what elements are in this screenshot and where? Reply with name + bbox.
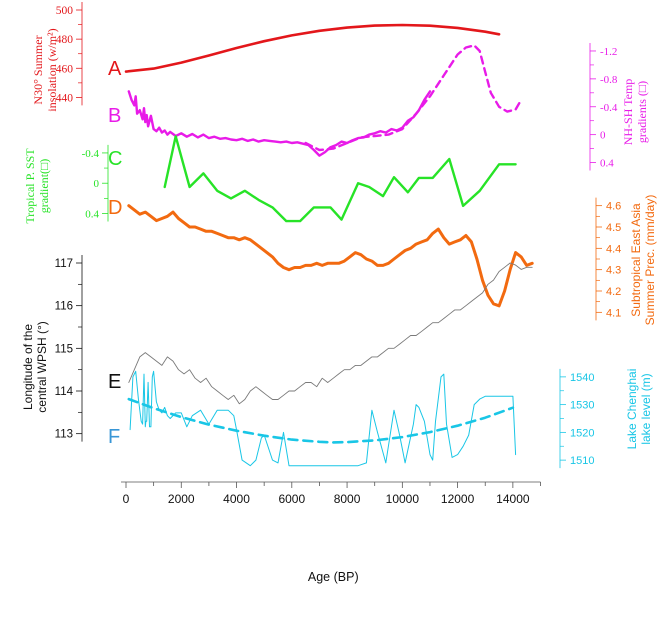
x-tick-label: 4000 [223, 492, 250, 506]
y-tick-label: 113 [55, 429, 73, 441]
y-axis-title-line: Tropical P. SST [23, 148, 37, 224]
y-tick-label: 1510 [570, 455, 594, 467]
series-line-f-solid [129, 370, 517, 467]
panel-letter-c: C [108, 148, 122, 170]
y-tick-label: 4.1 [606, 307, 621, 319]
y-tick-label: -1.2 [600, 46, 617, 58]
y-axis-title-line: N30° Summer [31, 35, 45, 104]
y-tick-label: 500 [56, 5, 74, 17]
y-axis-title-line: NH-SH Temp [621, 79, 635, 146]
y-axis-title-line: Subtropical East Asia [629, 203, 643, 317]
series-line-c-solid [163, 135, 517, 223]
y-tick-label: 1530 [570, 400, 594, 412]
y-tick-label: 0 [600, 130, 606, 142]
y-axis-title-a: N30° Summerinsolation (w/m²) [31, 28, 59, 111]
y-tick-label: 460 [56, 63, 74, 75]
y-tick-label: 1520 [570, 427, 594, 439]
y-tick-label: 4.6 [606, 201, 621, 213]
y-tick-label: -0.4 [600, 102, 618, 114]
y-tick-label: 4.5 [606, 222, 621, 234]
panel-letter-b: B [108, 105, 121, 127]
y-tick-label: 4.4 [606, 243, 621, 255]
y-axis-title-c: Tropical P. SSTgradient(□) [23, 148, 51, 224]
y-tick-label: 115 [55, 343, 73, 355]
y-axis-title-f: Lake Chenghailake level (m) [625, 369, 653, 450]
panel-letter-f: F [108, 426, 120, 448]
panels: 440 460 480 500 N30° Summerinsolation (w/m²)… [21, 2, 657, 469]
y-axis-title-line: central WPSH (°) [35, 321, 49, 412]
series-line-b-dashed [304, 44, 523, 152]
x-tick-label: 0 [123, 492, 130, 506]
y-tick-label: 440 [56, 92, 74, 104]
y-axis-title-e: Longitude of thecentral WPSH (°) [21, 321, 49, 412]
y-tick-label: 0.4 [85, 209, 99, 221]
x-tick-label: 14000 [496, 492, 530, 506]
y-axis-title-line: insolation (w/m²) [45, 28, 59, 111]
y-axis-title-line: gradients (□) [635, 81, 649, 143]
y-tick-label: 114 [55, 386, 74, 398]
panel-f: 1510 1520 1530 1540 Lake Chenghailake level … [108, 369, 653, 469]
y-tick-label: 4.2 [606, 286, 621, 298]
y-tick-label: 0 [94, 178, 100, 190]
x-tick-label: 12000 [441, 492, 475, 506]
panel-letter-e: E [108, 371, 121, 393]
panel-d: 4.1 4.2 4.3 4.4 4.5 4.6 Subtropical East AsiaS… [108, 195, 657, 326]
x-tick-label: 8000 [334, 492, 361, 506]
y-tick-label: -0.8 [600, 74, 618, 86]
y-axis-title-b: NH-SH Tempgradients (□) [621, 79, 649, 146]
panel-letter-a: A [108, 58, 122, 80]
y-tick-label: -0.4 [82, 148, 100, 160]
series-line-b-solid [127, 90, 432, 157]
y-tick-label: 4.3 [606, 265, 621, 277]
y-tick-label: 117 [55, 258, 73, 270]
y-axis-title-d: Subtropical East AsiaSummer Prec. (mm/da… [629, 195, 657, 326]
panel-letter-d: D [108, 197, 122, 219]
y-axis-title-line: Summer Prec. (mm/day) [643, 195, 657, 326]
y-tick-label: 480 [56, 34, 74, 46]
series-line-d-solid [127, 204, 534, 308]
x-tick-label: 10000 [386, 492, 420, 506]
series-line-a-solid [124, 23, 501, 73]
y-tick-label: 1540 [570, 372, 594, 384]
y-axis-title-line: Lake Chenghai [625, 369, 639, 450]
y-axis-title-line: lake level (m) [639, 373, 653, 444]
x-tick-label: 2000 [168, 492, 195, 506]
y-axis-title-line: Longitude of the [21, 324, 35, 410]
series-line-f-dashed [127, 397, 515, 444]
panel-e: 113 114 115 116 117 Longitude of thecentral W… [21, 255, 533, 442]
panel-b: -1.2 -0.8 -0.4 0 0.4 NH-SH Tempgradients (□) B [108, 42, 649, 171]
x-tick-label: 6000 [278, 492, 305, 506]
x-axis-title: Age (BP) [308, 570, 359, 584]
y-tick-label: 116 [55, 301, 73, 313]
y-axis-title-line: gradient(□) [37, 159, 51, 214]
y-tick-label: 0.4 [600, 158, 614, 170]
panel-a: 440 460 480 500 N30° Summerinsolation (w/m²)… [31, 2, 501, 112]
x-axis: 0 2000 4000 6000 8000 10000 12000 14000 Age (BP) [121, 481, 541, 584]
panel-c: -0.4 0 0.4 Tropical P. SSTgradient(□) C [23, 135, 517, 224]
series-line-e-solid [128, 262, 533, 405]
